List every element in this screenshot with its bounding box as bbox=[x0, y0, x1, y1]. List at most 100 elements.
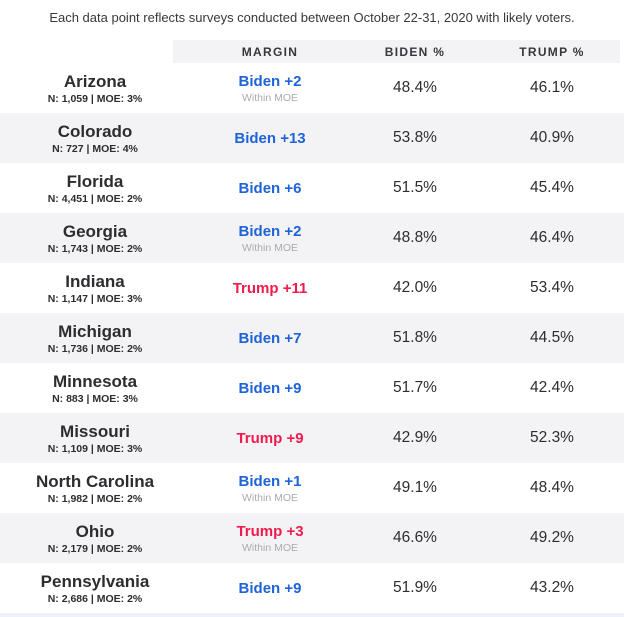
margin-value: Trump +9 bbox=[236, 429, 304, 447]
state-name: Ohio bbox=[75, 521, 115, 541]
margin-cell: Biden +9 bbox=[190, 380, 350, 397]
table-row: Georgia N: 1,743 | MOE: 2% Biden +2 With… bbox=[0, 213, 624, 263]
state-cell: Indiana N: 1,147 | MOE: 3% bbox=[0, 272, 190, 305]
margin-value: Biden +13 bbox=[234, 129, 306, 147]
table-row: Indiana N: 1,147 | MOE: 3% Trump +11 42.… bbox=[0, 263, 624, 313]
trump-pct: 42.4% bbox=[530, 379, 574, 396]
biden-pct: 51.9% bbox=[393, 579, 437, 596]
trump-pct: 44.5% bbox=[530, 329, 574, 346]
state-cell: Arizona N: 1,059 | MOE: 3% bbox=[0, 72, 190, 105]
margin-cell: Trump +11 bbox=[190, 280, 350, 297]
column-header-row: MARGIN BIDEN % TRUMP % bbox=[0, 40, 624, 63]
margin-note: Within MOE bbox=[241, 91, 298, 104]
margin-note: Within MOE bbox=[241, 541, 298, 554]
table-row: Colorado N: 727 | MOE: 4% Biden +13 53.8… bbox=[0, 113, 624, 163]
biden-pct: 49.1% bbox=[393, 479, 437, 496]
trump-pct: 40.9% bbox=[530, 129, 574, 146]
biden-pct: 42.9% bbox=[393, 429, 437, 446]
biden-pct: 53.8% bbox=[393, 129, 437, 146]
margin-value: Biden +1 bbox=[238, 472, 302, 490]
biden-pct: 48.4% bbox=[393, 79, 437, 96]
trump-pct: 49.2% bbox=[530, 529, 574, 546]
column-header-trump: TRUMP % bbox=[519, 44, 585, 59]
margin-cell: Biden +2 Within MOE bbox=[190, 73, 350, 104]
biden-pct: 51.8% bbox=[393, 329, 437, 346]
state-cell: North Carolina N: 1,982 | MOE: 2% bbox=[0, 472, 190, 505]
state-cell: Colorado N: 727 | MOE: 4% bbox=[0, 122, 190, 155]
table-row: North Carolina N: 1,982 | MOE: 2% Biden … bbox=[0, 463, 624, 513]
table-row: Ohio N: 2,179 | MOE: 2% Trump +3 Within … bbox=[0, 513, 624, 563]
biden-pct: 46.6% bbox=[393, 529, 437, 546]
column-header-background bbox=[173, 40, 620, 63]
margin-value: Biden +2 bbox=[238, 222, 302, 240]
state-cell: Georgia N: 1,743 | MOE: 2% bbox=[0, 222, 190, 255]
state-name: Missouri bbox=[60, 421, 130, 441]
state-name: Arizona bbox=[63, 71, 127, 91]
state-sample-moe: N: 1,109 | MOE: 3% bbox=[47, 442, 143, 455]
table-row: Michigan N: 1,736 | MOE: 2% Biden +7 51.… bbox=[0, 313, 624, 363]
table-row: Minnesota N: 883 | MOE: 3% Biden +9 51.7… bbox=[0, 363, 624, 413]
trump-pct: 48.4% bbox=[530, 479, 574, 496]
state-cell: Pennsylvania N: 2,686 | MOE: 2% bbox=[0, 572, 190, 605]
state-name: Colorado bbox=[57, 121, 133, 141]
margin-note: Within MOE bbox=[241, 241, 298, 254]
state-cell: Minnesota N: 883 | MOE: 3% bbox=[0, 372, 190, 405]
margin-value: Trump +3 bbox=[236, 522, 304, 540]
state-sample-moe: N: 1,743 | MOE: 2% bbox=[47, 242, 143, 255]
trump-pct: 52.3% bbox=[530, 429, 574, 446]
state-cell: Florida N: 4,451 | MOE: 2% bbox=[0, 172, 190, 205]
table-row: Missouri N: 1,109 | MOE: 3% Trump +9 42.… bbox=[0, 413, 624, 463]
state-name: Michigan bbox=[58, 321, 132, 341]
margin-value: Biden +7 bbox=[238, 329, 302, 347]
biden-pct: 51.7% bbox=[393, 379, 437, 396]
margin-cell: Biden +1 Within MOE bbox=[190, 473, 350, 504]
biden-pct: 42.0% bbox=[393, 279, 437, 296]
state-sample-moe: N: 2,179 | MOE: 2% bbox=[47, 542, 143, 555]
margin-note: Within MOE bbox=[241, 491, 298, 504]
trump-pct: 53.4% bbox=[530, 279, 574, 296]
state-sample-moe: N: 1,059 | MOE: 3% bbox=[47, 92, 143, 105]
bottom-next-row-edge bbox=[0, 613, 624, 617]
margin-value: Trump +11 bbox=[232, 279, 308, 297]
margin-value: Biden +9 bbox=[238, 579, 302, 597]
state-name: Minnesota bbox=[52, 371, 138, 391]
margin-cell: Biden +7 bbox=[190, 330, 350, 347]
trump-pct: 45.4% bbox=[530, 179, 574, 196]
biden-pct: 51.5% bbox=[393, 179, 437, 196]
intro-text: Each data point reflects surveys conduct… bbox=[49, 10, 575, 25]
state-cell: Missouri N: 1,109 | MOE: 3% bbox=[0, 422, 190, 455]
margin-cell: Trump +3 Within MOE bbox=[190, 523, 350, 554]
state-sample-moe: N: 727 | MOE: 4% bbox=[52, 142, 138, 155]
margin-cell: Biden +2 Within MOE bbox=[190, 223, 350, 254]
margin-cell: Biden +13 bbox=[190, 130, 350, 147]
state-name: North Carolina bbox=[35, 471, 155, 491]
trump-pct: 46.4% bbox=[530, 229, 574, 246]
margin-cell: Trump +9 bbox=[190, 430, 350, 447]
trump-pct: 46.1% bbox=[530, 79, 574, 96]
state-name: Florida bbox=[66, 171, 124, 191]
column-headers: MARGIN BIDEN % TRUMP % bbox=[0, 40, 624, 63]
table-body: Arizona N: 1,059 | MOE: 3% Biden +2 With… bbox=[0, 63, 624, 613]
state-cell: Ohio N: 2,179 | MOE: 2% bbox=[0, 522, 190, 555]
column-header-biden: BIDEN % bbox=[384, 44, 446, 59]
state-sample-moe: N: 1,736 | MOE: 2% bbox=[47, 342, 143, 355]
state-name: Pennsylvania bbox=[40, 571, 150, 591]
state-sample-moe: N: 2,686 | MOE: 2% bbox=[47, 592, 143, 605]
margin-cell: Biden +6 bbox=[190, 180, 350, 197]
table-row: Pennsylvania N: 2,686 | MOE: 2% Biden +9… bbox=[0, 563, 624, 613]
margin-value: Biden +6 bbox=[238, 179, 302, 197]
margin-cell: Biden +9 bbox=[190, 580, 350, 597]
table-row: Florida N: 4,451 | MOE: 2% Biden +6 51.5… bbox=[0, 163, 624, 213]
trump-pct: 43.2% bbox=[530, 579, 574, 596]
table-row: Arizona N: 1,059 | MOE: 3% Biden +2 With… bbox=[0, 63, 624, 113]
state-sample-moe: N: 883 | MOE: 3% bbox=[52, 392, 138, 405]
margin-value: Biden +9 bbox=[238, 379, 302, 397]
biden-pct: 48.8% bbox=[393, 229, 437, 246]
margin-value: Biden +2 bbox=[238, 72, 302, 90]
state-name: Indiana bbox=[65, 271, 125, 291]
state-name: Georgia bbox=[62, 221, 128, 241]
state-sample-moe: N: 4,451 | MOE: 2% bbox=[47, 192, 143, 205]
column-header-margin: MARGIN bbox=[241, 44, 299, 59]
state-cell: Michigan N: 1,736 | MOE: 2% bbox=[0, 322, 190, 355]
